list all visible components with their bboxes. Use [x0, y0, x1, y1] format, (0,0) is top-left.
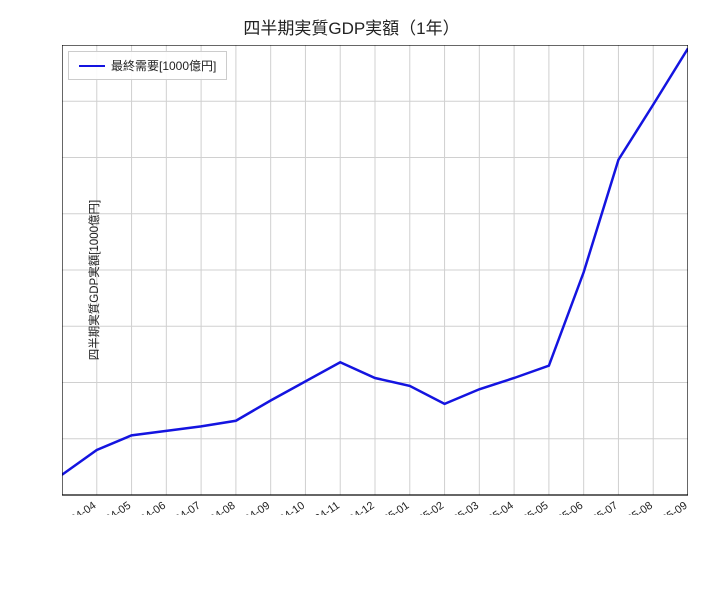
x-tick-label: 2025-06	[545, 500, 585, 515]
x-tick-label: 2024-09	[232, 500, 272, 515]
legend-box[interactable]: 最終需要[1000億円]	[68, 51, 227, 80]
chart-title: 四半期実質GDP実額（1年）	[0, 0, 703, 45]
gridlines-group	[62, 45, 688, 495]
x-tick-label: 2024-05	[93, 500, 133, 515]
x-tick-label: 2025-08	[615, 500, 655, 515]
legend-label: 最終需要[1000億円]	[111, 57, 216, 74]
y-axis-label: 四半期実質GDP実額[1000億円]	[86, 200, 102, 360]
x-tick-label: 2024-03	[62, 500, 64, 515]
x-tick-label: 2024-11	[303, 500, 342, 515]
x-tick-label: 2025-09	[650, 500, 688, 515]
plot-svg: 550055505600565057005750580058505900 202…	[62, 45, 688, 515]
x-tick-label: 2025-05	[511, 500, 551, 515]
legend-line-swatch	[79, 65, 105, 67]
x-tick-label: 2025-02	[406, 500, 446, 515]
x-tick-label: 2024-10	[267, 500, 307, 515]
x-tick-label: 2025-03	[441, 500, 481, 515]
x-tick-label: 2025-01	[372, 500, 412, 515]
plot-area: 四半期実質GDP実額[1000億円] 最終需要[1000億円] 55005550…	[62, 45, 688, 515]
x-tick-label: 2024-12	[337, 500, 377, 515]
x-tick-label: 2024-06	[128, 500, 168, 515]
x-tick-labels-group: 2024-032024-042024-052024-062024-072024-…	[62, 500, 688, 515]
x-tick-label: 2025-04	[476, 500, 516, 515]
x-tick-label: 2024-04	[62, 500, 98, 515]
x-tick-label: 2024-08	[198, 500, 238, 515]
chart-container: 四半期実質GDP実額（1年） 四半期実質GDP実額[1000億円] 最終需要[1…	[0, 0, 703, 602]
x-tick-label: 2025-07	[580, 500, 620, 515]
x-tick-label: 2024-07	[163, 500, 203, 515]
